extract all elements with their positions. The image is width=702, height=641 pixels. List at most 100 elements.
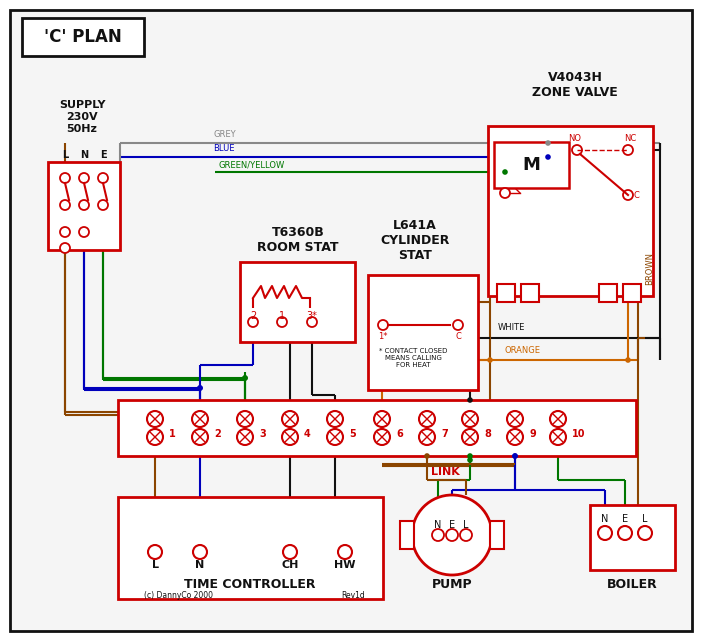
Text: N: N	[195, 560, 204, 570]
Text: BLUE: BLUE	[213, 144, 234, 153]
Text: E: E	[100, 150, 106, 160]
Text: * CONTACT CLOSED
MEANS CALLING
FOR HEAT: * CONTACT CLOSED MEANS CALLING FOR HEAT	[379, 348, 447, 368]
Circle shape	[79, 227, 89, 237]
Text: E: E	[622, 514, 628, 524]
Circle shape	[327, 411, 343, 427]
Bar	[599, 284, 617, 302]
Circle shape	[487, 357, 493, 363]
Circle shape	[618, 526, 632, 540]
Text: C: C	[455, 331, 461, 340]
Text: 3*: 3*	[307, 311, 317, 321]
Circle shape	[327, 429, 343, 445]
Circle shape	[147, 411, 163, 427]
Circle shape	[378, 320, 388, 330]
Circle shape	[507, 411, 523, 427]
Circle shape	[193, 545, 207, 559]
Circle shape	[550, 411, 566, 427]
Text: 9: 9	[529, 429, 536, 439]
Circle shape	[502, 169, 508, 175]
Text: M: M	[522, 156, 540, 174]
Circle shape	[453, 320, 463, 330]
Circle shape	[500, 188, 510, 198]
Text: 10: 10	[572, 429, 585, 439]
Circle shape	[432, 529, 444, 541]
Circle shape	[424, 453, 430, 459]
Circle shape	[148, 545, 162, 559]
Circle shape	[550, 429, 566, 445]
Text: 2: 2	[214, 429, 220, 439]
Circle shape	[79, 200, 89, 210]
Circle shape	[446, 529, 458, 541]
Bar	[22, 18, 144, 56]
Text: N: N	[602, 514, 609, 524]
Circle shape	[419, 411, 435, 427]
Circle shape	[98, 200, 108, 210]
Circle shape	[237, 411, 253, 427]
Bar	[497, 284, 515, 302]
Bar	[118, 400, 636, 456]
Circle shape	[460, 529, 472, 541]
Circle shape	[374, 411, 390, 427]
Circle shape	[512, 453, 518, 459]
Text: 3: 3	[259, 429, 266, 439]
Circle shape	[237, 429, 253, 445]
Circle shape	[462, 411, 478, 427]
Circle shape	[468, 453, 473, 459]
Text: L: L	[62, 150, 68, 160]
Text: GREY: GREY	[213, 130, 236, 139]
Bar	[240, 262, 355, 342]
Circle shape	[462, 429, 478, 445]
Text: 1: 1	[279, 311, 285, 321]
Circle shape	[60, 227, 70, 237]
Circle shape	[248, 317, 258, 327]
Text: 6: 6	[396, 429, 403, 439]
Circle shape	[638, 526, 652, 540]
Text: ORANGE: ORANGE	[504, 346, 540, 355]
Text: 1*: 1*	[378, 331, 388, 340]
Text: C: C	[633, 190, 639, 199]
Circle shape	[197, 385, 203, 391]
Circle shape	[468, 457, 473, 463]
Text: (c) DannyCo 2000: (c) DannyCo 2000	[143, 590, 213, 599]
Circle shape	[338, 545, 352, 559]
Circle shape	[282, 429, 298, 445]
Circle shape	[60, 243, 70, 253]
Circle shape	[277, 317, 287, 327]
Circle shape	[419, 429, 435, 445]
Text: 4: 4	[304, 429, 311, 439]
Circle shape	[507, 429, 523, 445]
Text: L: L	[152, 560, 159, 570]
Text: L: L	[463, 520, 469, 530]
Text: L641A
CYLINDER
STAT: L641A CYLINDER STAT	[380, 219, 450, 262]
Text: 'C' PLAN: 'C' PLAN	[44, 28, 122, 46]
Circle shape	[625, 357, 631, 363]
Text: 2: 2	[250, 311, 256, 321]
Text: PUMP: PUMP	[432, 578, 472, 592]
Circle shape	[545, 140, 551, 146]
Circle shape	[468, 397, 473, 403]
Text: WHITE: WHITE	[498, 323, 525, 332]
Text: BOILER: BOILER	[607, 578, 657, 590]
Text: CH: CH	[282, 560, 298, 570]
Circle shape	[60, 200, 70, 210]
Bar	[118, 497, 383, 599]
Text: Rev1d: Rev1d	[341, 590, 365, 599]
Circle shape	[60, 173, 70, 183]
Circle shape	[192, 429, 208, 445]
Circle shape	[147, 429, 163, 445]
Bar	[488, 126, 653, 296]
Circle shape	[412, 495, 492, 575]
Text: L: L	[642, 514, 648, 524]
Text: HW: HW	[334, 560, 356, 570]
Circle shape	[623, 145, 633, 155]
Circle shape	[192, 411, 208, 427]
Bar	[590, 505, 675, 570]
Bar	[368, 275, 478, 390]
Circle shape	[242, 375, 248, 381]
Text: LINK: LINK	[430, 467, 459, 477]
Bar	[494, 142, 569, 188]
Text: N: N	[80, 150, 88, 160]
Bar	[490, 521, 504, 549]
Text: GREEN/YELLOW: GREEN/YELLOW	[218, 160, 284, 169]
Circle shape	[197, 385, 203, 391]
